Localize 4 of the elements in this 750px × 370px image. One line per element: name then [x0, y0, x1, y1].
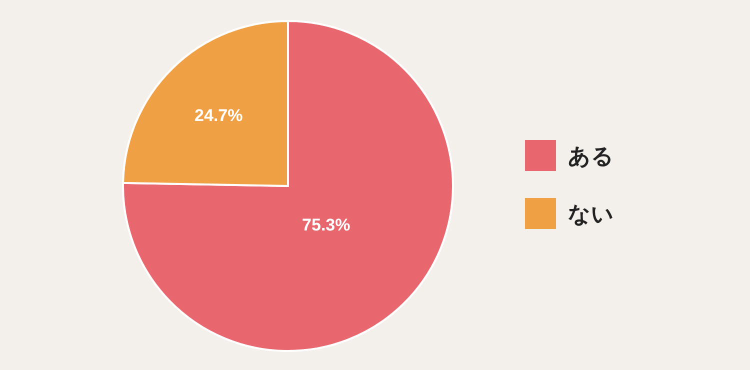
legend-label: ある — [568, 144, 614, 168]
data-label: 24.7% — [194, 106, 243, 125]
legend-label: ない — [568, 202, 614, 226]
data-label: 75.3% — [302, 215, 350, 234]
